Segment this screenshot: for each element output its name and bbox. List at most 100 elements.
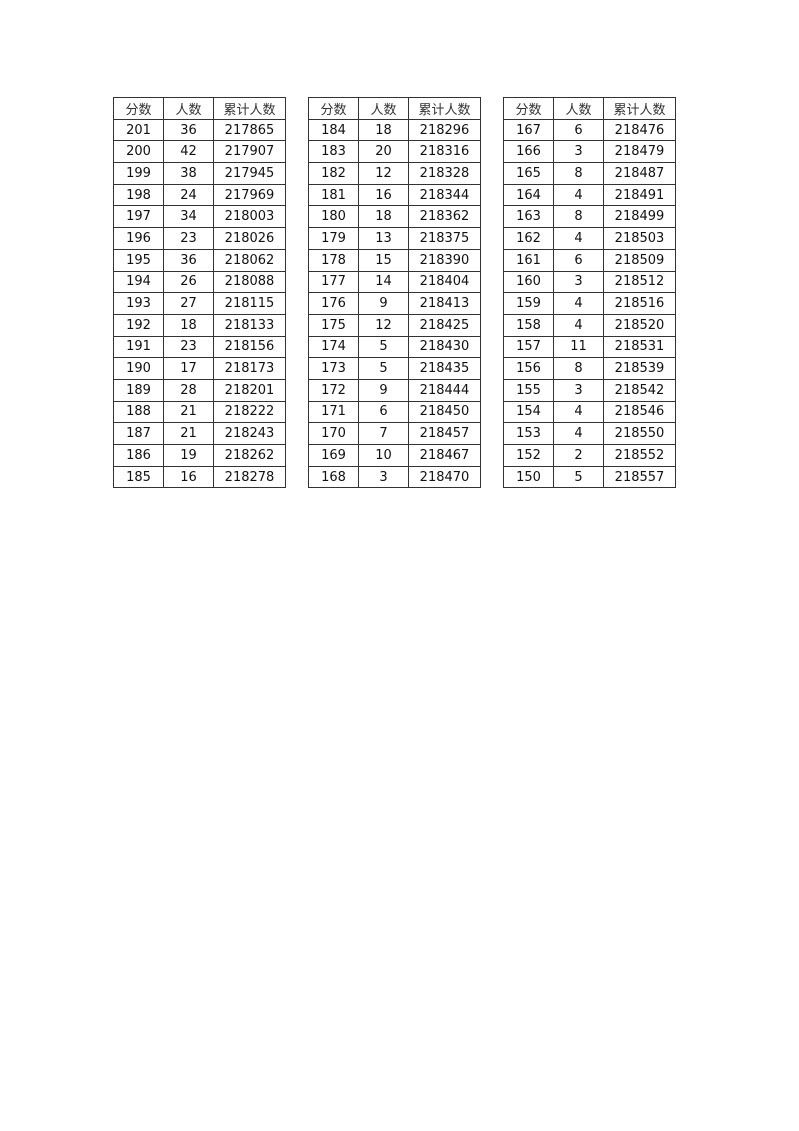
count-cell: 42	[163, 140, 214, 164]
table-row: 174 5 218430	[308, 335, 481, 359]
header-score: 分数	[113, 97, 164, 120]
count-cell: 19	[163, 444, 214, 467]
cumulative-cell: 218546	[603, 400, 676, 424]
table-row: 161 6 218509	[503, 248, 676, 272]
count-cell: 4	[553, 183, 604, 207]
cumulative-cell: 218375	[408, 227, 481, 250]
score-cell: 189	[113, 378, 164, 402]
cumulative-cell: 218296	[408, 118, 481, 142]
count-cell: 8	[553, 205, 604, 229]
score-cell: 162	[503, 227, 554, 250]
score-cell: 179	[308, 227, 359, 250]
table-row: 171 6 218450	[308, 400, 481, 424]
count-cell: 34	[163, 205, 214, 229]
table-row: 193 27 218115	[113, 292, 286, 315]
table-row: 189 28 218201	[113, 378, 286, 402]
score-cell: 156	[503, 357, 554, 380]
table-row: 178 15 218390	[308, 248, 481, 272]
score-table-2: 分数 人数 累计人数 184 18 218296 183 20 218316 182 12 21…	[308, 97, 481, 489]
count-cell: 4	[553, 313, 604, 337]
table-row: 191 23 218156	[113, 335, 286, 359]
count-cell: 6	[553, 118, 604, 142]
table-row: 186 19 218262	[113, 444, 286, 467]
score-cell: 171	[308, 400, 359, 424]
score-cell: 188	[113, 400, 164, 424]
cumulative-cell: 218516	[603, 292, 676, 315]
score-cell: 199	[113, 162, 164, 185]
score-cell: 181	[308, 183, 359, 207]
table-row: 167 6 218476	[503, 118, 676, 142]
count-cell: 4	[553, 227, 604, 250]
table-row: 157 11 218531	[503, 335, 676, 359]
count-cell: 7	[358, 422, 409, 445]
score-cell: 165	[503, 162, 554, 185]
cumulative-cell: 218470	[408, 465, 481, 489]
score-cell: 169	[308, 444, 359, 467]
table-row: 160 3 218512	[503, 270, 676, 294]
table-row: 195 36 218062	[113, 248, 286, 272]
table-row: 196 23 218026	[113, 227, 286, 250]
table-row: 150 5 218557	[503, 465, 676, 489]
table-row: 187 21 218243	[113, 422, 286, 445]
table-row: 173 5 218435	[308, 357, 481, 380]
count-cell: 13	[358, 227, 409, 250]
score-cell: 150	[503, 465, 554, 489]
score-cell: 177	[308, 270, 359, 294]
table-row: 165 8 218487	[503, 162, 676, 185]
count-cell: 6	[553, 248, 604, 272]
cumulative-cell: 218026	[213, 227, 286, 250]
count-cell: 17	[163, 357, 214, 380]
table-row: 181 16 218344	[308, 183, 481, 207]
table-row: 179 13 218375	[308, 227, 481, 250]
cumulative-cell: 218476	[603, 118, 676, 142]
score-cell: 153	[503, 422, 554, 445]
table-row: 188 21 218222	[113, 400, 286, 424]
score-cell: 200	[113, 140, 164, 164]
score-cell: 186	[113, 444, 164, 467]
cumulative-cell: 218201	[213, 378, 286, 402]
score-cell: 178	[308, 248, 359, 272]
score-cell: 164	[503, 183, 554, 207]
table-row: 190 17 218173	[113, 357, 286, 380]
count-cell: 4	[553, 422, 604, 445]
score-cell: 168	[308, 465, 359, 489]
score-table-1: 分数 人数 累计人数 201 36 217865 200 42 217907 199 38 21…	[113, 97, 286, 489]
score-cell: 201	[113, 118, 164, 142]
score-cell: 163	[503, 205, 554, 229]
score-cell: 167	[503, 118, 554, 142]
header-row: 分数 人数 累计人数	[308, 97, 481, 120]
score-cell: 192	[113, 313, 164, 337]
cumulative-cell: 218542	[603, 378, 676, 402]
cumulative-cell: 218173	[213, 357, 286, 380]
count-cell: 36	[163, 118, 214, 142]
cumulative-cell: 218133	[213, 313, 286, 337]
table-row: 159 4 218516	[503, 292, 676, 315]
score-cell: 159	[503, 292, 554, 315]
count-cell: 9	[358, 378, 409, 402]
cumulative-cell: 218115	[213, 292, 286, 315]
count-cell: 3	[553, 270, 604, 294]
table-row: 194 26 218088	[113, 270, 286, 294]
count-cell: 9	[358, 292, 409, 315]
count-cell: 24	[163, 183, 214, 207]
cumulative-cell: 218552	[603, 444, 676, 467]
table-row: 152 2 218552	[503, 444, 676, 467]
table-row: 183 20 218316	[308, 140, 481, 164]
score-cell: 193	[113, 292, 164, 315]
cumulative-cell: 218512	[603, 270, 676, 294]
count-cell: 18	[163, 313, 214, 337]
header-count: 人数	[553, 97, 604, 120]
count-cell: 11	[553, 335, 604, 359]
header-score: 分数	[503, 97, 554, 120]
count-cell: 12	[358, 162, 409, 185]
count-cell: 12	[358, 313, 409, 337]
header-cumulative: 累计人数	[213, 97, 286, 120]
score-cell: 197	[113, 205, 164, 229]
header-row: 分数 人数 累计人数	[503, 97, 676, 120]
table-row: 180 18 218362	[308, 205, 481, 229]
score-cell: 175	[308, 313, 359, 337]
score-cell: 187	[113, 422, 164, 445]
score-table-3: 分数 人数 累计人数 167 6 218476 166 3 218479 165 8 21848…	[503, 97, 676, 489]
cumulative-cell: 218362	[408, 205, 481, 229]
cumulative-cell: 218088	[213, 270, 286, 294]
